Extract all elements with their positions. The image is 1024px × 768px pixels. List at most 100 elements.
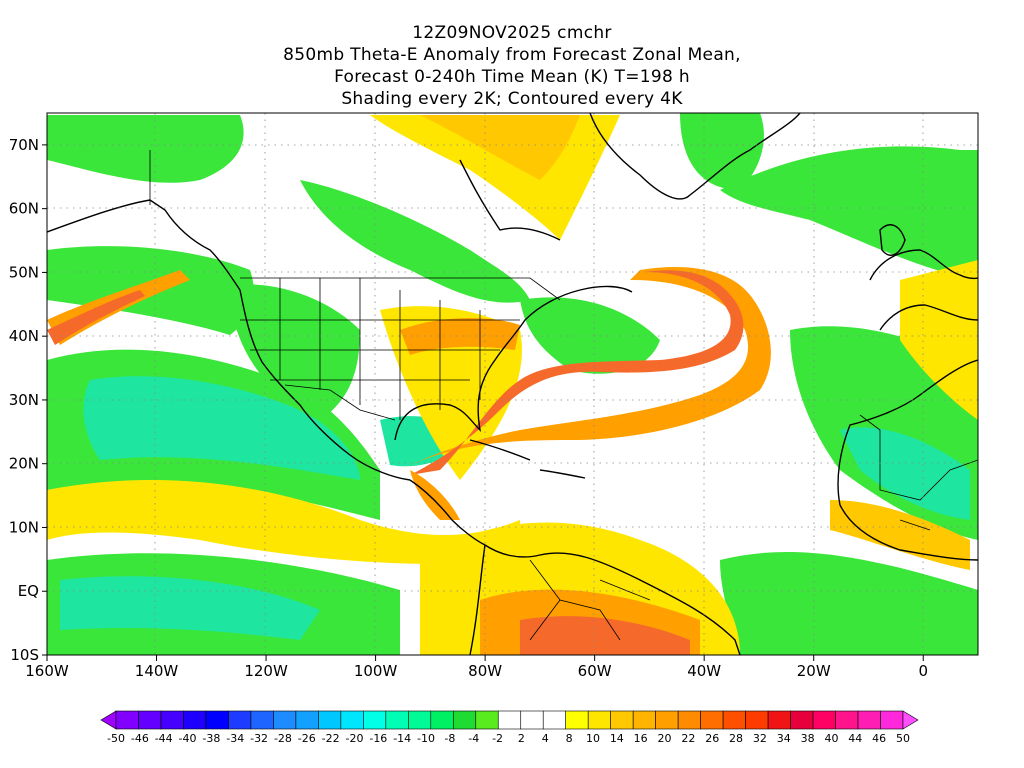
shade-green-western-atlantic bbox=[520, 297, 660, 374]
colorbar-min-arrow bbox=[100, 710, 117, 730]
colorbar-box bbox=[295, 710, 319, 730]
colorbar-max-arrow bbox=[902, 710, 919, 730]
coast-west-north-america bbox=[239, 289, 411, 481]
colorbar-label: -38 bbox=[202, 732, 220, 745]
colorbar-label: 8 bbox=[566, 732, 573, 745]
colorbar-label: -20 bbox=[346, 732, 364, 745]
colorbar-box bbox=[587, 710, 611, 730]
y-tick-label: 70N bbox=[9, 136, 39, 154]
shade-teal-south-pacific bbox=[60, 576, 320, 640]
title-line-4: Shading every 2K; Contoured every 4K bbox=[341, 89, 683, 109]
colorbar-box bbox=[655, 710, 679, 730]
y-tick-label: 10S bbox=[10, 646, 39, 664]
coast-south-america bbox=[469, 544, 741, 655]
colorbar-box bbox=[475, 710, 499, 730]
colorbar-label: 46 bbox=[872, 732, 886, 745]
colorbar-label: -34 bbox=[226, 732, 244, 745]
colorbar-label: -46 bbox=[131, 732, 149, 745]
shade-teal-tropical-pacific bbox=[83, 376, 360, 480]
colorbar-box bbox=[408, 710, 432, 730]
colorbar-box bbox=[722, 710, 746, 730]
colorbar-box bbox=[340, 710, 364, 730]
x-tick-label: 80W bbox=[468, 662, 502, 680]
border-us-canada bbox=[240, 277, 561, 301]
y-tick-label: 60N bbox=[9, 200, 39, 218]
colorbar-label: 32 bbox=[753, 732, 767, 745]
colorbar-box bbox=[452, 710, 477, 730]
title-line-2: 850mb Theta-E Anomaly from Forecast Zona… bbox=[283, 45, 741, 65]
colorbar-label: 4 bbox=[542, 732, 549, 745]
shade-gold-west-africa bbox=[830, 500, 970, 570]
shade-green-greenland bbox=[680, 113, 764, 190]
border-africa bbox=[859, 414, 978, 531]
coast-gulf-east-us bbox=[394, 289, 581, 441]
anomaly-shading bbox=[47, 113, 978, 655]
colorbar-label: -50 bbox=[107, 732, 125, 745]
title-line-3: Forecast 0-240h Time Mean (K) T=198 h bbox=[334, 67, 690, 87]
coastlines bbox=[47, 113, 978, 655]
colorbar-box bbox=[677, 710, 701, 730]
political-boundaries bbox=[149, 150, 978, 641]
colorbar-box bbox=[363, 710, 387, 730]
colorbar-box bbox=[632, 710, 656, 730]
colorbar-label: 44 bbox=[848, 732, 862, 745]
colorbar-box bbox=[542, 710, 567, 730]
y-tick-label: 30N bbox=[9, 391, 39, 409]
colorbar-box bbox=[115, 710, 139, 730]
colorbar-box bbox=[812, 710, 836, 730]
colorbar-label: 26 bbox=[705, 732, 719, 745]
colorbar-box bbox=[205, 710, 229, 730]
y-tick-label: 50N bbox=[9, 263, 39, 281]
colorbar-label: 38 bbox=[801, 732, 815, 745]
border-us-states bbox=[240, 278, 520, 420]
colorbar-label: -2 bbox=[492, 732, 503, 745]
colorbar-box bbox=[430, 710, 454, 730]
colorbar-box bbox=[385, 710, 409, 730]
colorbar-label: -40 bbox=[179, 732, 197, 745]
plot-frame bbox=[46, 112, 979, 656]
coast-uk bbox=[879, 224, 906, 256]
colorbar-label: 22 bbox=[681, 732, 695, 745]
coast-africa bbox=[837, 359, 978, 561]
y-tick-label: 20N bbox=[9, 455, 39, 473]
shade-yellow-north-africa bbox=[900, 260, 978, 420]
x-tick-label: 160W bbox=[25, 662, 69, 680]
colorbar-labels: -50 -46 -4 4 -40 -38 -34 -32 -2 8 -26 -22 -20 -16 -14-… bbox=[107, 732, 910, 745]
coast-central-america bbox=[409, 479, 486, 546]
x-tick-label: 20W bbox=[797, 662, 831, 680]
border-south-america bbox=[529, 559, 651, 641]
x-tick-label: 0 bbox=[918, 662, 928, 680]
colorbar-box bbox=[520, 710, 544, 730]
colorbar-label: 50 bbox=[896, 732, 910, 745]
colorbar-label: -14 bbox=[393, 732, 411, 745]
colorbar-label: 28 bbox=[729, 732, 743, 745]
shade-yellow-tropical-band bbox=[47, 480, 520, 564]
x-tick-label: 100W bbox=[354, 662, 398, 680]
x-tick-label: 120W bbox=[244, 662, 288, 680]
coast-alaska bbox=[47, 199, 241, 291]
colorbar-box bbox=[745, 710, 769, 730]
colorbar-box bbox=[767, 710, 791, 730]
colorbar-label: -26 bbox=[298, 732, 316, 745]
colorbar-box bbox=[228, 710, 252, 730]
colorbar-label: 14 bbox=[610, 732, 624, 745]
colorbar-label: 2 bbox=[518, 732, 525, 745]
title-line-1: 12Z09NOV2025 cmchr bbox=[412, 23, 612, 43]
colorbar-label: 16 bbox=[634, 732, 648, 745]
colorbar-label: -32 bbox=[250, 732, 268, 745]
colorbar-box bbox=[250, 710, 274, 730]
colorbar-box bbox=[857, 710, 881, 730]
shade-redorange-south-america bbox=[520, 616, 690, 655]
colorbar-label: -16 bbox=[369, 732, 387, 745]
shade-gold-hudson bbox=[420, 115, 580, 180]
colorbar-box bbox=[273, 710, 297, 730]
x-axis-ticks: 160W 140W 120W 100W 80W 60W 40W 20W 0 bbox=[25, 655, 928, 680]
colorbar-label: -10 bbox=[417, 732, 435, 745]
coast-canada-east bbox=[459, 159, 633, 293]
colorbar-label: -22 bbox=[322, 732, 340, 745]
colorbar-label: -4 bbox=[468, 732, 479, 745]
y-axis-ticks: 10S EQ 10N 20N 30N 40N 50N 60N 70N bbox=[9, 136, 47, 664]
coast-caribbean bbox=[469, 439, 586, 479]
y-tick-label: EQ bbox=[18, 582, 39, 600]
